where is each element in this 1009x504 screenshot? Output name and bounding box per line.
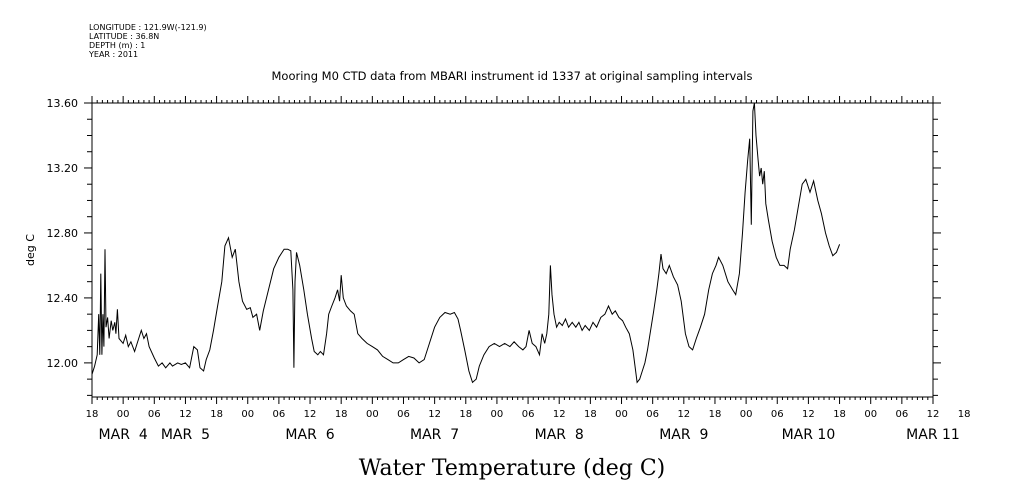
day-label: MAR 10	[782, 427, 836, 443]
x-tick-label: 00	[117, 409, 130, 420]
y-tick-labels: 12.00 12.40 12.80 13.20 13.60	[47, 97, 79, 370]
meta-longitude: LONGITUDE : 121.9W(-121.9)	[89, 23, 207, 32]
y-axis-label: deg C	[24, 234, 37, 266]
x-tick-label: 12	[677, 409, 690, 420]
x-tick-label: 00	[491, 409, 504, 420]
day-label: MAR 6	[285, 427, 334, 443]
x-tick-label: 00	[740, 409, 753, 420]
x-tick-label: 06	[148, 409, 161, 420]
x-tick-label: 06	[771, 409, 784, 420]
x-tick-label: 06	[397, 409, 410, 420]
plot-frame	[91, 102, 934, 398]
y-tick-label: 12.00	[47, 357, 79, 370]
y-tick-label: 13.20	[47, 162, 79, 175]
x-tick-label: 00	[366, 409, 379, 420]
meta-block: LONGITUDE : 121.9W(-121.9) LATITUDE : 36…	[88, 23, 207, 59]
x-tick-label: 18	[459, 409, 472, 420]
x-tick-label: 18	[210, 409, 223, 420]
x-tick-label: 18	[584, 409, 597, 420]
x-tick-label: 06	[895, 409, 908, 420]
x-tick-label: 12	[553, 409, 566, 420]
day-label: MAR 11	[906, 427, 960, 443]
x-axis-label: Water Temperature (deg C)	[359, 456, 666, 481]
x-tick-label: 12	[179, 409, 192, 420]
x-tick-label: 18	[709, 409, 722, 420]
x-tick-label: 06	[522, 409, 535, 420]
x-tick-label: 06	[646, 409, 659, 420]
day-label: MAR 5	[161, 427, 210, 443]
x-tick-label: 18	[335, 409, 348, 420]
day-label: MAR 8	[535, 427, 584, 443]
y-tick-label: 12.40	[47, 292, 79, 305]
x-tick-label: 00	[241, 409, 254, 420]
x-tick-label: 12	[927, 409, 940, 420]
day-label: MAR 7	[410, 427, 459, 443]
x-tick-label: 00	[864, 409, 877, 420]
day-label: MAR 9	[659, 427, 708, 443]
y-tick-label: 12.80	[47, 227, 79, 240]
day-labels: MAR 4 MAR 5 MAR 6 MAR 7 MAR 8 MAR 9 MAR 10 MAR …	[99, 427, 960, 443]
temperature-series-line	[91, 102, 841, 384]
x-tick-label: 18	[958, 409, 971, 420]
x-tick-label: 06	[273, 409, 286, 420]
x-tick-label: 12	[802, 409, 815, 420]
x-tick-label: 18	[86, 409, 99, 420]
meta-year: YEAR : 2011	[88, 50, 138, 59]
meta-latitude: LATITUDE : 36.8N	[89, 32, 159, 41]
day-label: MAR 4	[99, 427, 148, 443]
x-tick-label: 12	[428, 409, 441, 420]
axis-ticks	[84, 96, 941, 404]
x-tick-labels: 18 00 06 12 18 00 06 12 18 00 06 12 18 00 06 12 18 00 06 12…	[86, 409, 971, 420]
x-tick-label: 00	[615, 409, 628, 420]
x-tick-label: 12	[304, 409, 317, 420]
meta-depth: DEPTH (m) : 1	[89, 41, 145, 50]
chart-title: Mooring M0 CTD data from MBARI instrumen…	[272, 69, 753, 83]
y-tick-label: 13.60	[47, 97, 79, 110]
x-tick-label: 18	[833, 409, 846, 420]
